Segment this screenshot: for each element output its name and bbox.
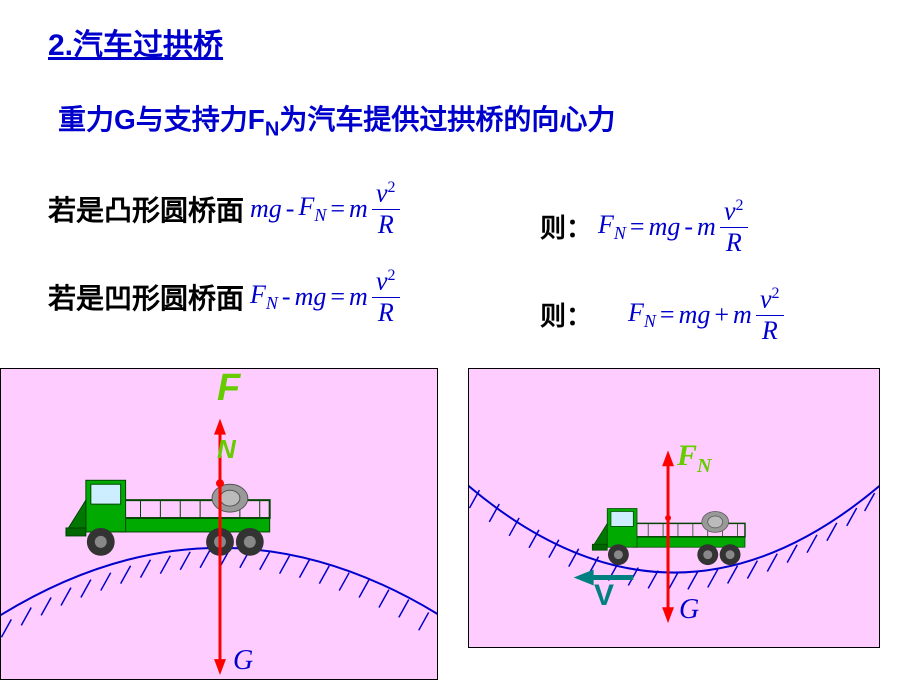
statement-sub: N: [265, 119, 279, 141]
diagram-convex-svg: [1, 369, 437, 679]
concave-eq2: FN = mg + m v2 R: [628, 286, 784, 344]
concave-then: 则： FN = mg + m v2 R: [540, 286, 784, 344]
g-label-left: G: [233, 645, 253, 677]
concave-row: 若是凹形圆桥面 FN - mg = m v2 R: [48, 268, 400, 326]
diagram-convex: F N G: [0, 368, 438, 680]
section-title: 2.汽车过拱桥: [48, 20, 223, 64]
statement-text: 重力G与支持力FN为汽车提供过拱桥的向心力: [58, 98, 615, 142]
diagram-concave: FN G V: [468, 368, 880, 648]
concave-eq1: FN - mg = m v2 R: [250, 268, 400, 326]
statement-post: 为汽车提供过拱桥的向心力: [279, 104, 615, 135]
fn-label-left: F: [217, 367, 240, 410]
convex-then-label: 则：: [540, 208, 592, 245]
convex-then: 则： FN = mg - m v2 R: [540, 198, 748, 256]
convex-row: 若是凸形圆桥面 mg - FN = m v2 R: [48, 180, 400, 238]
convex-label: 若是凸形圆桥面: [48, 189, 244, 229]
statement-pre: 重力G与支持力F: [58, 104, 265, 135]
convex-eq1: mg - FN = m v2 R: [250, 180, 400, 238]
fn-label-right: FN: [677, 439, 711, 478]
g-label-right: G: [679, 594, 699, 626]
v-label-right: V: [594, 579, 614, 613]
concave-label: 若是凹形圆桥面: [48, 277, 244, 317]
fn-sub-label-left: N: [217, 425, 236, 468]
diagram-concave-svg: [469, 369, 879, 647]
concave-then-label: 则：: [540, 296, 592, 333]
convex-eq2: FN = mg - m v2 R: [598, 198, 748, 256]
